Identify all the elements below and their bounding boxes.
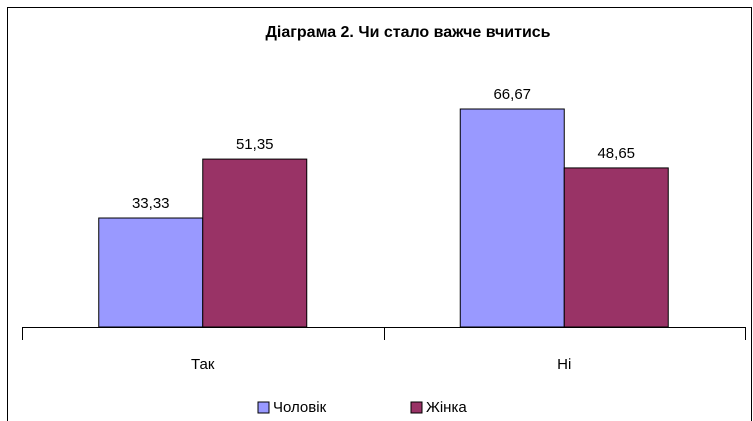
legend-label: Жінка bbox=[426, 399, 467, 416]
legend-label: Чоловік bbox=[273, 399, 327, 416]
chart-title: Діаграма 2. Чи стало важче вчитись bbox=[265, 24, 550, 41]
data-label: 66,67 bbox=[493, 86, 531, 103]
bar bbox=[202, 158, 308, 328]
bar bbox=[98, 217, 204, 328]
data-label: 51,35 bbox=[236, 136, 274, 153]
legend-swatch bbox=[410, 401, 423, 414]
x-tick-label: Ні bbox=[557, 356, 571, 373]
bar bbox=[563, 167, 669, 328]
x-tick-label: Так bbox=[191, 356, 215, 373]
legend-swatch bbox=[257, 401, 270, 414]
data-label: 33,33 bbox=[132, 195, 170, 212]
data-label: 48,65 bbox=[597, 145, 635, 162]
bar bbox=[459, 108, 565, 328]
